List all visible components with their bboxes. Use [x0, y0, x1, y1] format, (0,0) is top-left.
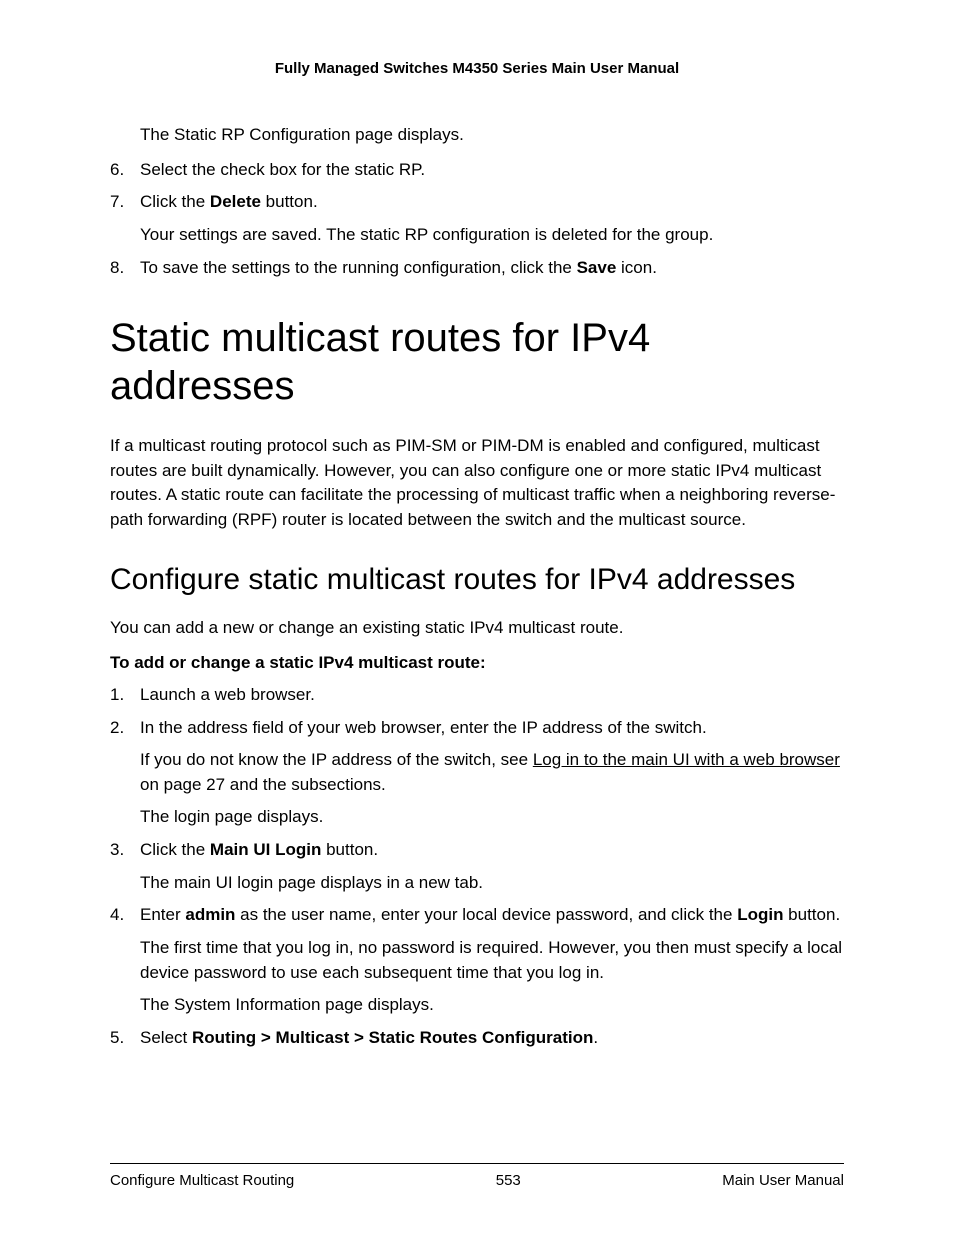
page-footer: Configure Multicast Routing 553 Main Use… [110, 1163, 844, 1189]
step-content: To save the settings to the running conf… [140, 256, 844, 281]
bold-text: Save [577, 258, 617, 277]
bold-text: Delete [210, 192, 261, 211]
step-number: 1. [110, 683, 140, 708]
step-content: Enter admin as the user name, enter your… [140, 903, 844, 1018]
footer-center: 553 [496, 1172, 521, 1189]
step-line: If you do not know the IP address of the… [140, 748, 844, 797]
step-number: 3. [110, 838, 140, 895]
step-line: In the address field of your web browser… [140, 716, 844, 741]
step-item: 8.To save the settings to the running co… [110, 256, 844, 281]
step-content: Select Routing > Multicast > Static Rout… [140, 1026, 844, 1051]
step-line: Click the Delete button. [140, 190, 844, 215]
step-number: 4. [110, 903, 140, 1018]
cross-ref-link[interactable]: Log in to the main UI with a web browser [533, 750, 840, 769]
step-line: The main UI login page displays in a new… [140, 871, 844, 896]
section-title: Static multicast routes for IPv4 address… [110, 314, 844, 410]
subsection-title: Configure static multicast routes for IP… [110, 561, 844, 599]
step-line: Select the check box for the static RP. [140, 158, 844, 183]
footer-left: Configure Multicast Routing [110, 1172, 294, 1189]
footer-right: Main User Manual [722, 1172, 844, 1189]
step-line: Click the Main UI Login button. [140, 838, 844, 863]
step-item: 4.Enter admin as the user name, enter yo… [110, 903, 844, 1018]
top-steps: 6.Select the check box for the static RP… [110, 158, 844, 281]
step-content: Launch a web browser. [140, 683, 844, 708]
top-pre-line: The Static RP Configuration page display… [140, 123, 844, 148]
section-intro: If a multicast routing protocol such as … [110, 434, 844, 533]
step-content: Click the Main UI Login button. The main … [140, 838, 844, 895]
step-content: Click the Delete button. Your settings ar… [140, 190, 844, 247]
bold-text: Routing > Multicast > Static Routes Conf… [192, 1028, 593, 1047]
procedure-steps: 1.Launch a web browser.2.In the address … [110, 683, 844, 1051]
procedure-title: To add or change a static IPv4 multicast… [110, 653, 844, 673]
step-item: 6.Select the check box for the static RP… [110, 158, 844, 183]
step-line: Enter admin as the user name, enter your… [140, 903, 844, 928]
step-content: In the address field of your web browser… [140, 716, 844, 831]
bold-text: Main UI Login [210, 840, 321, 859]
step-line: Launch a web browser. [140, 683, 844, 708]
step-item: 2.In the address field of your web brows… [110, 716, 844, 831]
doc-header-title: Fully Managed Switches M4350 Series Main… [275, 60, 679, 77]
subsection-intro: You can add a new or change an existing … [110, 616, 844, 641]
page: Fully Managed Switches M4350 Series Main… [0, 0, 954, 1235]
step-line: The first time that you log in, no passw… [140, 936, 844, 985]
step-item: 1.Launch a web browser. [110, 683, 844, 708]
doc-header: Fully Managed Switches M4350 Series Main… [110, 60, 844, 77]
step-line: The login page displays. [140, 805, 844, 830]
step-number: 6. [110, 158, 140, 183]
step-content: Select the check box for the static RP. [140, 158, 844, 183]
step-item: 5.Select Routing > Multicast > Static Ro… [110, 1026, 844, 1051]
step-number: 8. [110, 256, 140, 281]
step-line: To save the settings to the running conf… [140, 256, 844, 281]
bold-text: Login [737, 905, 783, 924]
step-item: 3.Click the Main UI Login button. The mai… [110, 838, 844, 895]
step-number: 7. [110, 190, 140, 247]
step-number: 2. [110, 716, 140, 831]
step-line: Your settings are saved. The static RP c… [140, 223, 844, 248]
step-line: Select Routing > Multicast > Static Rout… [140, 1026, 844, 1051]
step-item: 7.Click the Delete button. Your settings … [110, 190, 844, 247]
step-line: The System Information page displays. [140, 993, 844, 1018]
bold-text: admin [185, 905, 235, 924]
step-number: 5. [110, 1026, 140, 1051]
